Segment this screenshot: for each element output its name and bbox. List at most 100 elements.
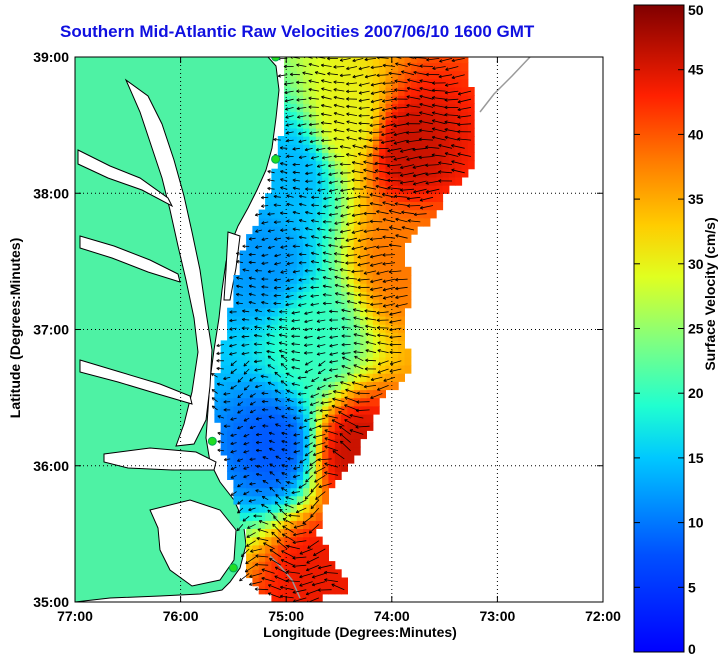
velocity-cell — [404, 356, 412, 366]
velocity-cell — [284, 324, 291, 333]
velocity-cell — [277, 389, 285, 399]
velocity-cell — [271, 487, 279, 497]
velocity-cell — [252, 299, 260, 309]
current-arrow — [248, 284, 256, 288]
current-arrow — [370, 286, 383, 291]
velocity-cell — [284, 389, 291, 399]
velocity-cell — [290, 57, 298, 64]
velocity-cell — [391, 201, 399, 211]
velocity-cell — [366, 217, 374, 227]
current-arrow — [339, 268, 351, 272]
velocity-cell — [309, 57, 317, 64]
velocity-cell — [334, 577, 342, 587]
current-arrow — [258, 520, 269, 525]
velocity-cell — [309, 234, 317, 243]
current-arrow — [331, 583, 345, 591]
velocity-cell — [277, 536, 285, 546]
current-arrow — [328, 212, 338, 217]
velocity-cell — [341, 438, 348, 448]
velocity-cell — [315, 552, 323, 562]
current-arrow — [333, 252, 345, 256]
current-arrow — [328, 180, 338, 185]
velocity-cell — [334, 414, 342, 423]
current-arrow — [281, 464, 288, 468]
velocity-cell — [334, 446, 342, 456]
velocity-cell — [303, 397, 310, 407]
velocity-cell — [277, 217, 285, 227]
current-arrow — [369, 131, 383, 135]
velocity-cell — [246, 520, 253, 529]
velocity-cell — [252, 234, 260, 243]
current-arrow — [425, 72, 440, 77]
current-arrow — [299, 573, 313, 579]
current-arrow — [316, 319, 326, 323]
current-arrow — [374, 146, 389, 151]
velocity-cell — [360, 332, 367, 341]
current-arrow — [286, 278, 294, 282]
current-arrow — [322, 251, 332, 255]
velocity-cell — [366, 381, 374, 391]
current-arrow — [333, 390, 345, 394]
current-arrow — [293, 416, 300, 420]
velocity-cell — [391, 209, 399, 219]
current-arrow — [335, 300, 345, 305]
velocity-cell — [265, 291, 272, 301]
velocity-cell — [366, 62, 374, 72]
velocity-cell — [322, 266, 329, 276]
current-arrow — [324, 578, 338, 582]
current-arrow — [357, 254, 370, 259]
velocity-cell — [423, 144, 431, 153]
velocity-cell — [328, 430, 336, 440]
velocity-cell — [265, 217, 272, 227]
velocity-cell — [328, 561, 336, 570]
current-arrow — [310, 393, 320, 398]
velocity-cell — [366, 299, 374, 309]
current-arrow — [268, 447, 275, 452]
current-arrow — [254, 587, 269, 591]
current-arrow — [286, 202, 294, 207]
velocity-cell — [322, 103, 329, 113]
velocity-cell — [328, 136, 336, 145]
current-arrow — [305, 227, 313, 231]
velocity-cell — [284, 364, 291, 374]
colorbar-tick-label: 10 — [688, 515, 704, 531]
velocity-cell — [372, 250, 380, 260]
velocity-cell — [360, 209, 367, 219]
velocity-cell — [448, 160, 456, 170]
current-arrow — [412, 172, 427, 178]
velocity-cell — [309, 103, 317, 113]
current-arrow — [394, 79, 408, 84]
velocity-cell — [246, 487, 253, 497]
velocity-cell — [290, 389, 298, 399]
current-arrow — [338, 411, 351, 419]
velocity-cell — [290, 70, 298, 80]
velocity-cell — [328, 160, 336, 170]
current-arrow — [419, 111, 434, 116]
velocity-cell — [385, 242, 393, 252]
velocity-cell — [391, 62, 399, 72]
velocity-cell — [461, 78, 469, 88]
velocity-cell — [467, 103, 475, 113]
velocity-cell — [303, 593, 310, 602]
current-arrow — [266, 333, 275, 337]
velocity-cell — [271, 242, 279, 252]
velocity-cell — [442, 70, 450, 80]
velocity-cell — [417, 103, 424, 113]
velocity-cell — [366, 70, 374, 80]
velocity-cell — [233, 299, 241, 309]
velocity-cell — [284, 503, 291, 513]
velocity-cell — [220, 340, 228, 350]
velocity-cell — [315, 471, 323, 480]
velocity-cell — [227, 471, 234, 480]
velocity-cell — [322, 209, 329, 219]
velocity-cell — [309, 299, 317, 309]
current-arrow — [304, 335, 313, 340]
current-arrow — [230, 450, 237, 454]
velocity-cell — [284, 95, 291, 104]
velocity-cell — [322, 275, 329, 284]
velocity-cell — [334, 144, 342, 153]
velocity-cell — [455, 87, 463, 96]
current-arrow — [327, 71, 338, 76]
velocity-cell — [398, 364, 405, 374]
velocity-cell — [315, 446, 323, 456]
